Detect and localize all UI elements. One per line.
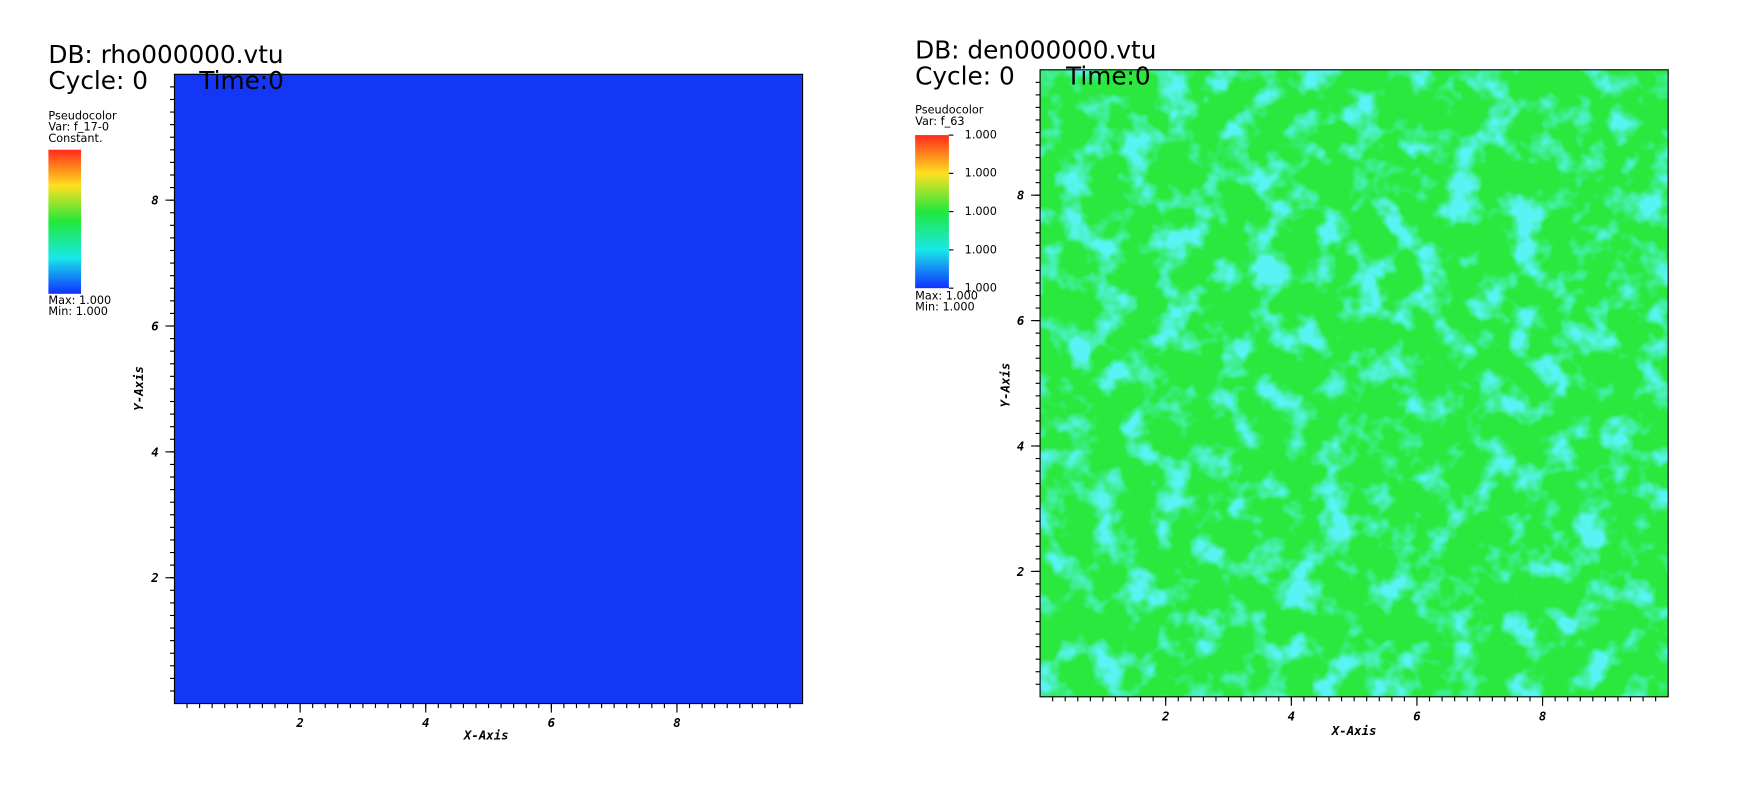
- legend-max: Max: 1.000: [48, 294, 111, 307]
- y-tick-label: 8: [151, 194, 158, 208]
- y-tick-label: 6: [151, 320, 159, 334]
- y-axis-label: Y-Axis: [132, 366, 146, 411]
- legend-title: Pseudocolor: [48, 109, 117, 122]
- colorbar-label: 1.000: [965, 128, 997, 141]
- db-name: DB: rho000000.vtu: [48, 40, 283, 69]
- legend-min: Min: 1.000: [915, 301, 975, 314]
- time: Time:0: [198, 66, 284, 95]
- x-tick-label: 6: [1413, 709, 1421, 723]
- x-tick-label: 8: [673, 716, 680, 730]
- x-tick-label: 2: [295, 716, 303, 730]
- x-tick-label: 6: [548, 716, 556, 730]
- x-tick-label: 4: [422, 716, 429, 730]
- x-tick-label: 2: [1161, 709, 1169, 723]
- legend-title: Pseudocolor: [915, 104, 984, 117]
- field: [174, 74, 803, 704]
- y-axis-label: Y-Axis: [999, 363, 1013, 408]
- y-tick-label: 8: [1017, 189, 1024, 203]
- y-tick-label: 4: [151, 445, 158, 459]
- x-axis-label: X-Axis: [1331, 724, 1377, 738]
- db-name: DB: den000000.vtu: [915, 36, 1156, 65]
- cycle: Cycle: 0: [48, 66, 148, 95]
- colorbar-label: 1.000: [965, 167, 997, 180]
- time: Time:0: [1065, 61, 1151, 90]
- legend-note: Constant.: [48, 132, 102, 145]
- colorbar-label: 1.000: [965, 205, 997, 218]
- y-tick-label: 2: [1016, 565, 1024, 579]
- x-axis-label: X-Axis: [463, 729, 509, 743]
- y-tick-label: 2: [150, 571, 158, 585]
- colorbar-label: 1.000: [965, 282, 997, 295]
- legend-var: Var: f_17-0: [48, 121, 109, 134]
- colorbar: [48, 149, 82, 294]
- legend-var: Var: f_63: [915, 115, 964, 128]
- legend-min: Min: 1.000: [48, 305, 108, 318]
- y-tick-label: 6: [1017, 314, 1025, 328]
- y-tick-label: 4: [1017, 440, 1024, 454]
- x-tick-label: 4: [1288, 709, 1295, 723]
- cycle: Cycle: 0: [915, 61, 1015, 90]
- field-texture: [1040, 69, 1669, 697]
- colorbar-label: 1.000: [965, 243, 997, 256]
- legend-max: Max: 1.000: [915, 289, 978, 302]
- x-tick-label: 8: [1539, 709, 1546, 723]
- colorbar: [915, 135, 949, 289]
